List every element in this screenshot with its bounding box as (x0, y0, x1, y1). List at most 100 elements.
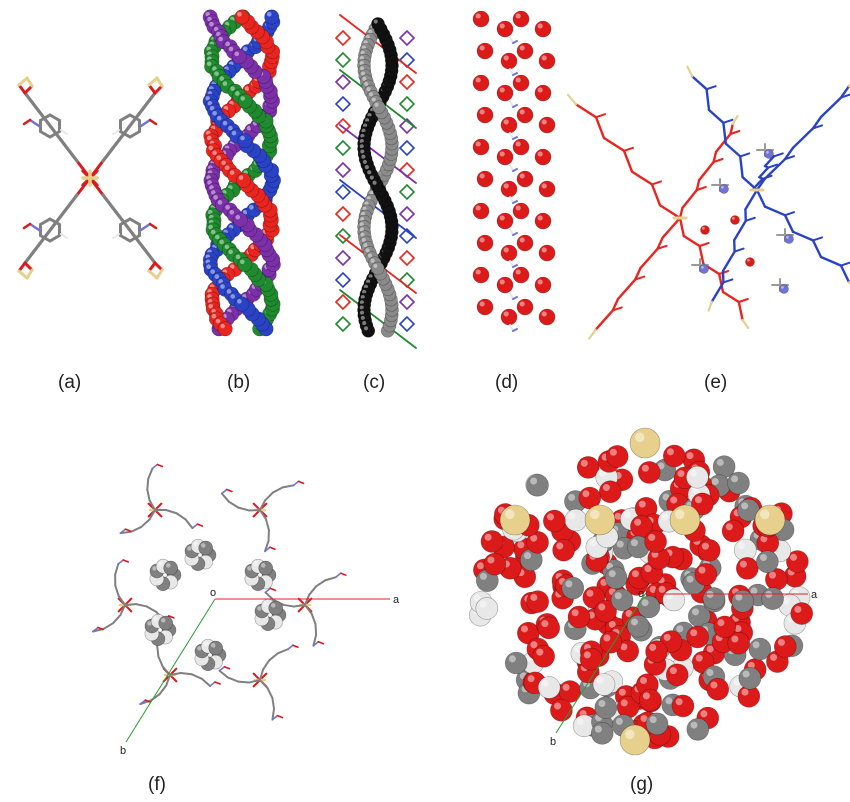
f-arm-3-1-3 (324, 576, 337, 582)
g-atom-219 (637, 595, 661, 619)
d-oxygen-0-2 (512, 10, 530, 28)
e-red2-branch-5 (737, 298, 749, 303)
b-atom-0-25-highlight (206, 135, 212, 141)
g-atom-235-body (702, 587, 726, 610)
panel-g-space-filling-packing: o a b (469, 427, 818, 756)
d-oxygen-2-2-body (512, 74, 530, 92)
g-atom-94-highlight (618, 688, 626, 696)
e-blue0-branch-5 (705, 85, 717, 91)
d-oxygen-8-3 (534, 276, 552, 294)
f-axis-b-line (125, 598, 216, 743)
c-atom-g43-highlight (363, 243, 368, 248)
b-atom-1-40-highlight (242, 209, 248, 215)
g-atom-122 (686, 625, 709, 649)
c-atom-k59-body (361, 323, 376, 338)
b-atom-0-33-body (236, 172, 252, 188)
a-ring-1 (118, 113, 142, 139)
panel-a-caption: (a) (58, 372, 82, 393)
g-atom-235 (702, 587, 726, 610)
f-arm-n-2-1 (117, 559, 125, 565)
g-atom-131-body (504, 651, 528, 675)
f-arm-0-2-2 (146, 477, 150, 491)
e-blue2-branch-3 (812, 236, 823, 242)
a-term-m2-3 (155, 268, 164, 280)
f-arm-o-5-1 (276, 714, 284, 719)
g-atom-234-highlight (701, 542, 709, 550)
f-arm-3-1-2 (315, 579, 327, 588)
d-oxygen-4-1-body (496, 148, 514, 166)
g-atom-139 (594, 696, 618, 719)
g-atom-231 (686, 718, 710, 741)
e-blue1-bond-0 (755, 177, 767, 192)
b-atom-0-63 (217, 321, 233, 337)
c-atom-k31 (370, 178, 384, 192)
c-atom-g37-highlight (361, 211, 366, 217)
e-cation-n-2 (784, 234, 794, 244)
c-left-ring-8 (334, 205, 352, 223)
g-atom-60-highlight (562, 683, 570, 691)
f-arm-5-1-2 (271, 696, 276, 710)
g-atom-120-highlight (523, 552, 531, 560)
g-atom-190-highlight (658, 585, 666, 593)
d-oxygen-0-3-highlight (537, 23, 543, 29)
g-atom-239-highlight (603, 634, 611, 642)
e-oxygen-2 (700, 225, 710, 235)
b-atom-0-31-highlight (224, 165, 230, 171)
e-blue0-branch-1 (739, 152, 751, 158)
c-right-ring-3 (398, 95, 416, 113)
d-hbond-8 (509, 292, 514, 300)
d-oxygen-7-0-highlight (479, 237, 485, 243)
b-atom-3-8 (231, 49, 247, 65)
c-atom-g8-highlight (359, 61, 364, 66)
d-n-4 (512, 168, 518, 172)
a-arm-bond-3-3 (140, 244, 157, 265)
g-metal-2-body (584, 504, 616, 536)
a-term-m1-3 (147, 269, 159, 280)
d-oxygen-8-2 (512, 266, 530, 284)
e-blue3-bond-4 (721, 250, 736, 273)
panel-d-column (465, 5, 565, 340)
b-atom-2-48-highlight (228, 249, 233, 255)
panel-e-wireframe (566, 65, 850, 340)
f-origin-label: o (210, 587, 216, 599)
d-oxygen-6-2-highlight (515, 205, 521, 211)
e-red2-bond-0 (678, 216, 686, 238)
g-atom-119-highlight (596, 676, 604, 684)
b-atom-1-20-highlight (212, 110, 217, 116)
f-cation-5-6-body (208, 640, 224, 656)
g-atom-233 (691, 492, 714, 516)
g-atom-173-highlight (706, 668, 714, 677)
g-atom-26-highlight (789, 553, 798, 561)
c-diag-strand-5 (339, 289, 417, 349)
f-arm-0-2-1 (146, 488, 151, 502)
d-oxygen-5-0 (476, 170, 494, 188)
e-blue0-bond-6 (690, 75, 708, 91)
g-atom-209-highlight (686, 575, 694, 583)
e-red2-bond-1 (682, 234, 701, 248)
c-atom-g47-body (370, 261, 385, 276)
f-arm-2-1-0 (117, 594, 126, 606)
d-oxygen-1-0-highlight (479, 45, 485, 51)
f-arm-5-2-0 (248, 679, 261, 684)
d-oxygen-0-0 (472, 10, 490, 28)
g-atom-215-highlight (651, 550, 659, 558)
a-arm-bond-1-0 (101, 142, 118, 163)
g-metal-0-body (629, 427, 661, 459)
b-atom-0-32-highlight (229, 170, 235, 175)
d-oxygen-9-3-highlight (541, 311, 547, 317)
f-arm-4-2-1 (158, 684, 168, 696)
b-atom-2-50-highlight (239, 259, 245, 265)
e-cation-n-3-highlight (700, 265, 704, 269)
c-right-ring-1 (398, 51, 416, 69)
g-atom-139-highlight (598, 699, 606, 708)
g-axis-a-label: a (811, 589, 818, 601)
c-atom-g42-highlight (361, 237, 366, 243)
b-atom-2-45-highlight (214, 234, 220, 240)
f-arm-o-4-2 (144, 699, 152, 703)
b-atom-3-2-highlight (209, 21, 214, 27)
a-arm-bond-0-1 (49, 125, 66, 146)
d-oxygen-0-1-highlight (499, 23, 505, 29)
g-atom-51-highlight (625, 609, 633, 617)
d-oxygen-5-1-highlight (503, 183, 509, 189)
a-term-o2-0 (23, 84, 34, 95)
